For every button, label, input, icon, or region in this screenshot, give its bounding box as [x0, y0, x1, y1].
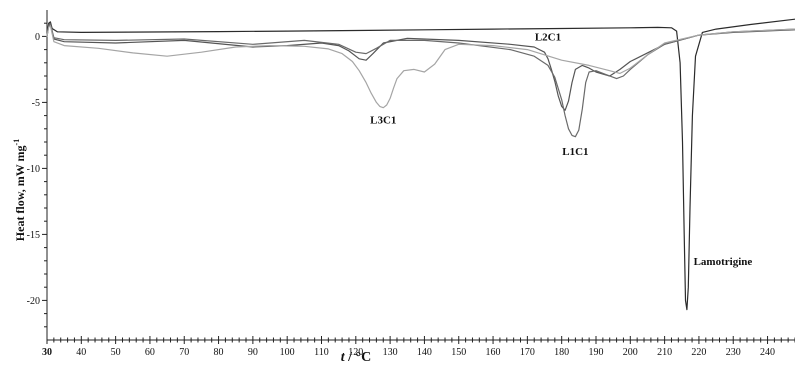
x-tick-label: 30: [42, 347, 52, 358]
annotation-l2c1: L2C1: [535, 31, 561, 43]
annotation-l3c1: L3C1: [370, 115, 396, 127]
x-tick-label: 180: [554, 347, 569, 358]
x-tick-label: 50: [111, 347, 121, 358]
x-tick-label: 40: [76, 347, 86, 358]
x-tick-label: 130: [383, 347, 398, 358]
x-tick-label: 150: [451, 347, 466, 358]
y-tick-label: 0: [35, 32, 40, 43]
series-layer: [46, 18, 795, 311]
y-tick-label: -5: [32, 98, 40, 109]
y-tick-label: -20: [27, 296, 40, 307]
x-tick-label: 110: [314, 347, 329, 358]
y-axis-title: Heat flow, mW mg-1: [12, 139, 27, 241]
annotations: L2C1 L3C1 L1C1 Lamotrigine: [370, 31, 752, 267]
x-tick-label: 230: [726, 347, 741, 358]
x-tick-label: 210: [657, 347, 672, 358]
series-l3c1: [46, 25, 795, 109]
x-tick-label: 140: [417, 347, 432, 358]
y-tick-label: -10: [27, 164, 40, 175]
x-tick-label: 220: [691, 347, 706, 358]
y-tick-label: -15: [27, 230, 40, 241]
x-tick-label: 80: [214, 347, 224, 358]
x-tick-label: 70: [179, 347, 189, 358]
series-lamotrigine: [46, 18, 795, 311]
series-l1c1: [46, 23, 795, 138]
x-axis-title: t / °C: [341, 350, 372, 365]
x-tick-label: 160: [486, 347, 501, 358]
x-tick-label: 200: [623, 347, 638, 358]
x-tick-label: 170: [520, 347, 535, 358]
annotation-l1c1: L1C1: [562, 146, 588, 158]
x-ticks: 30 40 50 60 70 80 90 100 110 120 130 140 150 160 170 18…: [42, 336, 795, 358]
annotation-lamotrigine: Lamotrigine: [694, 256, 753, 268]
series-l2c1: [46, 22, 795, 111]
x-tick-label: 240: [760, 347, 775, 358]
x-tick-label: 120: [348, 347, 363, 358]
x-tick-label: 90: [248, 347, 258, 358]
x-tick-label: 100: [280, 347, 295, 358]
x-tick-label: 60: [145, 347, 155, 358]
y-ticks: 0 -5 -10 -15 -20: [27, 22, 47, 328]
x-tick-label: 190: [588, 347, 603, 358]
